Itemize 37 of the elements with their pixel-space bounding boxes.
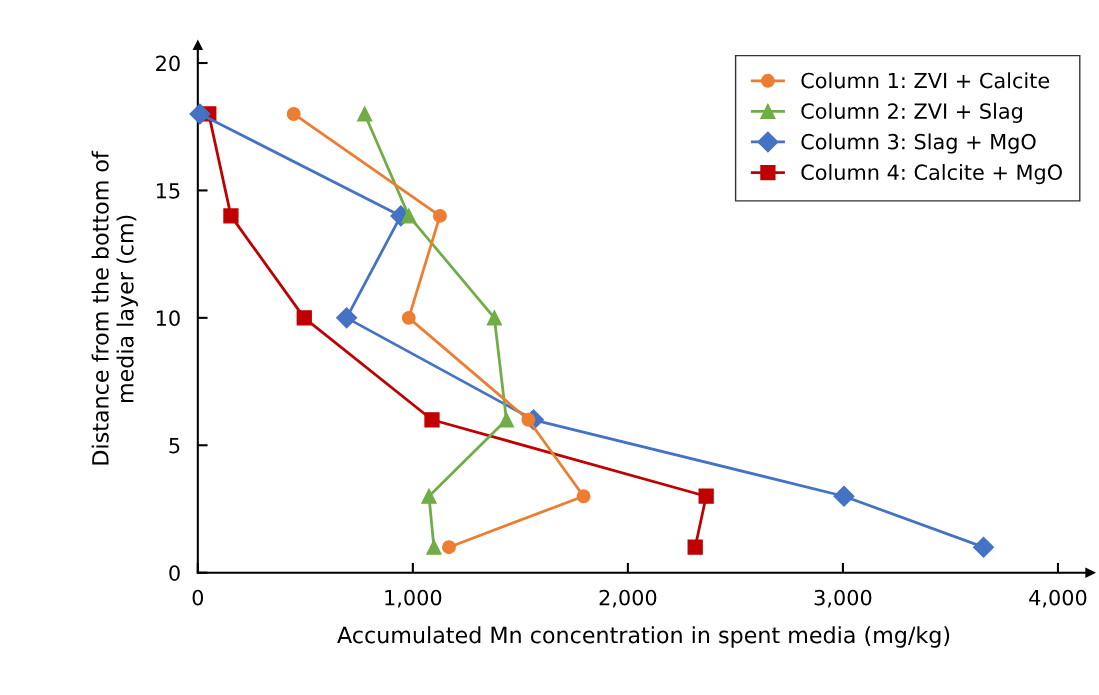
y-tick-label: 15: [156, 183, 180, 199]
legend-label: Column 1: ZVI + Calcite: [801, 72, 1050, 89]
point: [357, 106, 373, 122]
legend-label: Column 3: Slag + MgO: [801, 133, 1036, 154]
point: [336, 307, 358, 329]
y-tick-label: 10: [156, 310, 180, 327]
x-tick-label: 0: [192, 589, 204, 606]
x-axis-title: Accumulated Mn concentration in spent media (mg/kg): [337, 626, 950, 648]
point: [401, 310, 416, 325]
point: [486, 310, 502, 326]
point: [286, 107, 301, 121]
x-tick-label: 1,000: [385, 589, 442, 608]
y-tick-label: 5: [169, 437, 180, 454]
legend-label: Column 2: ZVI + Slag: [801, 102, 1022, 123]
point: [576, 489, 591, 504]
point: [189, 103, 211, 125]
y-tick-label: 20: [156, 55, 180, 72]
y-axis-title: Distance from the bottom of media layer (cm): [91, 150, 138, 465]
point: [833, 485, 855, 507]
point: [442, 540, 456, 555]
point: [424, 412, 440, 428]
point: [433, 208, 447, 223]
x-tick-label: 4,000: [1029, 589, 1087, 608]
x-tick-label: 2,000: [599, 589, 657, 608]
point: [521, 412, 536, 427]
point: [698, 488, 714, 504]
y-tick-label: 0: [169, 565, 180, 581]
point: [498, 412, 515, 428]
x-tick-label: 3,000: [814, 589, 872, 608]
point: [687, 539, 703, 555]
point: [223, 208, 239, 224]
legend-label: Column 4: Calcite + MgO: [801, 164, 1062, 185]
point: [296, 310, 312, 326]
point: [973, 536, 995, 558]
point: [426, 539, 442, 555]
point: [421, 488, 437, 504]
point: [401, 208, 417, 224]
